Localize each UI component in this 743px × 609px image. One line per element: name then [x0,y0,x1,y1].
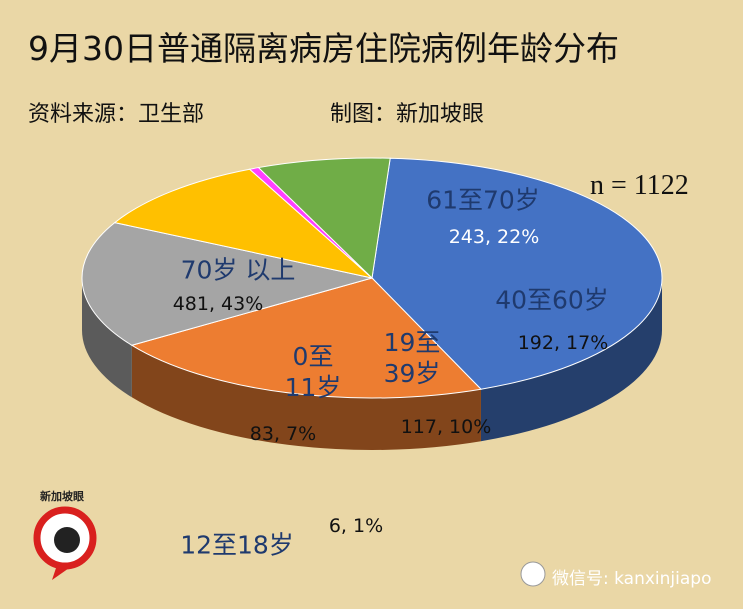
credit: 制图：新加坡眼 [330,102,485,127]
slice-side [131,345,481,451]
value-label: 6, 1% [328,515,384,538]
category-label: 0至 11岁 [284,341,342,402]
annotation: n = 1122 [590,170,689,201]
source: 资料来源：卫生部 [28,102,205,127]
slice [257,157,391,280]
slice [81,222,373,346]
category-label: 40至60岁 [495,285,609,315]
value-label: 243, 22% [448,226,540,249]
value-label: 481, 43% [172,293,264,316]
slice-side [480,278,662,442]
slice [113,168,374,279]
slice [130,277,482,399]
value-label: 83, 7% [249,423,317,446]
logo-eye [54,527,80,553]
logo-tail [52,562,72,580]
watermark: 微信号: kanxinjiapo [552,569,712,589]
slice [371,157,663,390]
category-label: 12至18岁 [180,530,294,560]
logo-text: 新加坡眼 [40,490,84,503]
slice-side [82,278,132,398]
chart-title: 9月30日普通隔离病房住院病例年龄分布 [28,29,619,68]
category-label: 70岁 以上 [180,255,296,285]
value-label: 192, 17% [517,332,609,355]
category-label: 19至 39岁 [383,327,441,388]
value-label: 117, 10% [400,416,492,439]
wechat-icon [520,561,546,587]
category-label: 61至70岁 [426,185,540,215]
